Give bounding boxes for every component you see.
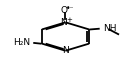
Text: H₂N: H₂N	[13, 38, 30, 47]
Text: •⁻: •⁻	[65, 4, 74, 13]
Text: O: O	[61, 6, 68, 15]
Text: N: N	[60, 18, 67, 27]
Text: NH: NH	[103, 24, 116, 33]
Text: +: +	[66, 17, 72, 23]
Text: N: N	[62, 46, 69, 55]
